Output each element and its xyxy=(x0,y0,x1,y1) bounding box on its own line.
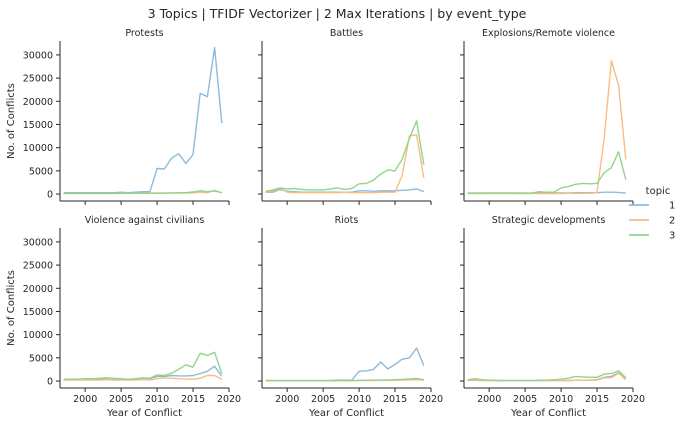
series-line-topic-1 xyxy=(63,46,223,194)
x-tick-label: 2010 xyxy=(145,394,169,405)
legend-label-topic-1: 1 xyxy=(669,201,675,212)
y-tick-label: 25000 xyxy=(23,261,53,272)
y-tick-label: 5000 xyxy=(29,166,53,177)
y-tick-label: 20000 xyxy=(23,284,53,295)
y-tick-label: 0 xyxy=(47,190,53,201)
facet-panel-4: Violence against civilians 0 5000 10000 1500… xyxy=(6,215,241,419)
x-tick-label: 2005 xyxy=(513,394,537,405)
figure-suptitle: 3 Topics | TFIDF Vectorizer | 2 Max Iter… xyxy=(148,6,527,21)
y-tick-label: 20000 xyxy=(23,97,53,108)
legend-label-topic-3: 3 xyxy=(669,231,675,242)
panel-title: Violence against civilians xyxy=(85,215,205,226)
series-line-topic-3 xyxy=(265,120,425,192)
y-tick-label: 5000 xyxy=(29,353,53,364)
series-line-topic-2 xyxy=(467,59,627,195)
facet-panel-1: Protests 0 5000 10000 15000 20000 25000 30000 No… xyxy=(6,28,230,205)
facet-panel-6: Strategic developments 2000 2005 2010 2015 20… xyxy=(460,215,645,419)
series-line-topic-3 xyxy=(63,351,223,380)
panel-title: Explosions/Remote violence xyxy=(482,28,615,39)
series-line-topic-2 xyxy=(265,133,425,194)
series-line-topic-3 xyxy=(63,190,222,195)
x-axis-label: Year of Conflict xyxy=(510,408,586,419)
y-tick-label: 25000 xyxy=(23,74,53,85)
x-tick-label: 2020 xyxy=(621,394,645,405)
panel-title: Riots xyxy=(335,215,359,226)
y-tick-label: 0 xyxy=(47,377,53,388)
x-tick-label: 2015 xyxy=(585,394,609,405)
panel-title: Battles xyxy=(330,28,363,39)
legend: topic 1 2 3 xyxy=(629,186,675,242)
facet-grid: Protests050001000015000200002500030000No… xyxy=(6,28,645,419)
y-tick-label: 30000 xyxy=(23,50,53,61)
x-tick-label: 2005 xyxy=(311,394,335,405)
y-tick-label: 15000 xyxy=(23,307,53,318)
x-tick-label: 2020 xyxy=(419,394,443,405)
x-tick-label: 2010 xyxy=(549,394,573,405)
y-axis-label: No. of Conflicts xyxy=(6,270,17,346)
x-tick-label: 2015 xyxy=(181,394,205,405)
facet-panel-5: Riots 2000 2005 2010 2015 2020 Year of Conflic… xyxy=(258,215,443,419)
series-line-topic-3 xyxy=(467,151,627,194)
series-line-topic-2 xyxy=(63,374,223,381)
y-tick-label: 10000 xyxy=(23,330,53,341)
legend-label-topic-2: 2 xyxy=(669,216,675,227)
x-tick-label: 2020 xyxy=(217,394,241,405)
series-line-topic-1 xyxy=(265,347,425,382)
y-axis-label: No. of Conflicts xyxy=(6,83,17,159)
y-tick-label: 30000 xyxy=(23,237,53,248)
series-line-topic-3 xyxy=(467,370,627,382)
panel-title: Protests xyxy=(125,28,163,39)
x-tick-label: 2005 xyxy=(109,394,133,405)
x-tick-label: 2000 xyxy=(275,394,299,405)
x-axis-label: Year of Conflict xyxy=(308,408,384,419)
facet-panel-2: Battles xyxy=(258,28,432,205)
y-tick-label: 10000 xyxy=(23,143,53,154)
x-tick-label: 2010 xyxy=(347,394,371,405)
panel-title: Strategic developments xyxy=(492,215,606,226)
series-line-topic-3 xyxy=(265,377,424,382)
x-axis-label: Year of Conflict xyxy=(106,408,182,419)
y-tick-label: 15000 xyxy=(23,120,53,131)
x-tick-label: 2015 xyxy=(383,394,407,405)
x-tick-label: 2000 xyxy=(73,394,97,405)
x-tick-label: 2000 xyxy=(477,394,501,405)
legend-title: topic xyxy=(646,186,671,197)
facet-panel-3: Explosions/Remote violence xyxy=(460,28,634,205)
